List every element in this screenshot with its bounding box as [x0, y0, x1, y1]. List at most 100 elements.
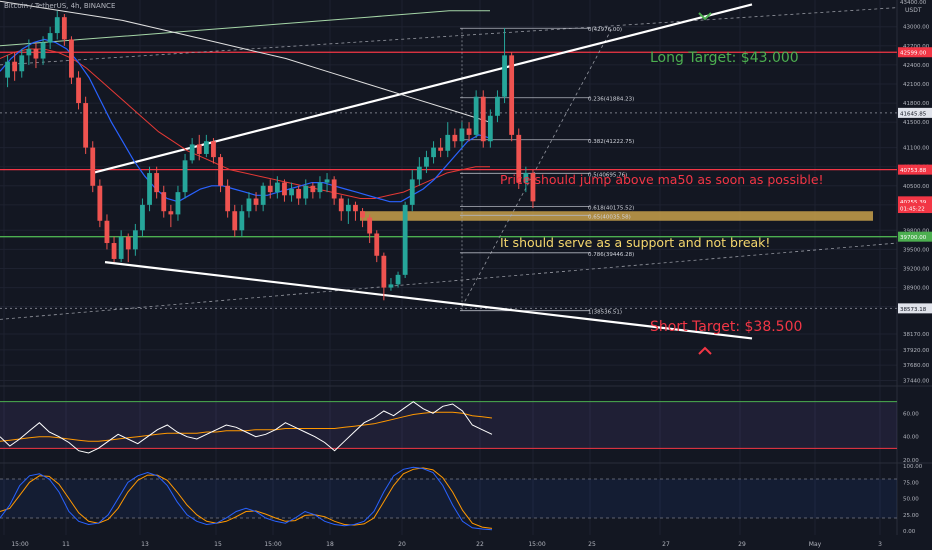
y-tick-label: 41800.00 [903, 101, 930, 107]
stoch-tick-label: 100.00 [903, 464, 923, 470]
price-label: 42599.00 [900, 51, 927, 57]
x-tick-label: 11 [62, 541, 70, 548]
candle-body [445, 134, 451, 151]
candle-body [310, 185, 316, 193]
price-label-bg [898, 303, 932, 314]
candle-body [480, 96, 486, 142]
candle-body [47, 33, 53, 43]
price-label-bg [898, 107, 932, 118]
price-label-bg [898, 231, 932, 242]
candle-body [40, 42, 46, 59]
candle-body [516, 134, 522, 183]
candle-body [161, 192, 167, 212]
candle-body [182, 160, 188, 193]
candle-body [374, 233, 380, 256]
candle-body [317, 182, 323, 193]
candle-body [225, 185, 231, 212]
price-label-bg [898, 164, 932, 175]
fib-level-label: 1(38536.51) [588, 310, 622, 316]
upper-channel-line [91, 3, 753, 175]
y-tick-label: 42100.00 [903, 82, 930, 88]
stoch-k-line [0, 466, 493, 531]
support-note-annotation: It should serve as a support and not bre… [500, 235, 770, 250]
y-tick-label: 38170.00 [903, 332, 930, 338]
candle-body [69, 39, 74, 78]
candle-body [353, 204, 358, 212]
candle-body [140, 204, 145, 231]
candle-body [331, 179, 337, 199]
candle-body [260, 185, 266, 205]
candle-body [509, 55, 515, 135]
stoch-tick-label: 25.00 [903, 513, 919, 519]
x-tick-label: May [809, 541, 822, 548]
y-tick-label: 39500.00 [903, 247, 930, 253]
currency-label: USDT [905, 7, 922, 14]
x-tick-label: 15 [214, 541, 222, 548]
candle-body [274, 182, 280, 193]
candle-body [303, 185, 309, 199]
x-tick-label: 27 [662, 541, 670, 548]
price-label: 41645.85 [900, 111, 927, 117]
y-tick-label: 37920.00 [903, 348, 930, 354]
chart-ticker: Bitcoin / TetherUS, 4h, BINANCE [4, 2, 116, 10]
candle-body [147, 173, 152, 205]
ma-green-line [0, 10, 490, 47]
candle-body [19, 55, 25, 72]
candle-body [97, 185, 103, 221]
candle-body [360, 211, 365, 218]
x-tick-label: 22 [476, 541, 484, 548]
x-tick-label: 3 [878, 541, 882, 548]
candle-body [12, 61, 18, 72]
price-label: 40255.39 [900, 200, 927, 206]
candle-body [338, 198, 344, 212]
candle-body [381, 255, 387, 288]
candle-body [154, 173, 160, 193]
y-tick-label: 40500.00 [903, 184, 930, 190]
candle-body [473, 96, 479, 135]
candle-body [90, 147, 96, 186]
chevron-down-icon [698, 12, 712, 21]
price-label: 01:45:22 [900, 207, 925, 213]
candle-body [367, 217, 373, 234]
candle-body [282, 182, 287, 196]
x-tick-label: 13 [141, 541, 149, 548]
fib-level-label: 0.65(40035.58) [588, 214, 631, 220]
stoch-tick-label: 75.00 [903, 480, 919, 486]
fib-trend-dotted [461, 28, 613, 307]
y-tick-label: 42400.00 [903, 63, 930, 69]
chevron-up-icon [698, 346, 712, 355]
y-tick-label: 37680.00 [903, 363, 930, 369]
price-label-bg [898, 203, 932, 214]
candle-body [431, 147, 436, 158]
x-tick-label: 15:00 [11, 541, 28, 548]
y-tick-label: 41100.00 [903, 146, 930, 152]
stoch-tick-label: 50.00 [903, 497, 919, 503]
price-label: 40753.88 [900, 168, 927, 174]
lower-channel-line [104, 261, 753, 340]
x-tick-label: 20 [398, 541, 406, 548]
candle-body [211, 141, 216, 158]
rsi-tick-label: 60.00 [903, 411, 919, 417]
candle-body [495, 96, 500, 116]
candle-body [168, 211, 174, 215]
rsi-band [0, 401, 897, 449]
short-target-annotation: Short Target: $38.500 [650, 319, 802, 335]
y-tick-label: 43000.00 [903, 25, 930, 31]
y-tick-label: 39200.00 [903, 266, 930, 272]
fib-level-label: 0(42976.00) [588, 27, 622, 33]
candle-body [33, 48, 39, 59]
x-tick-label: 15:00 [264, 541, 281, 548]
y-tick-label: 37440.00 [903, 378, 930, 384]
candle-body [452, 134, 458, 142]
candle-body [388, 284, 394, 288]
candle-body [203, 141, 209, 154]
y-tick-label: 41500.00 [903, 120, 930, 126]
candle-body [239, 211, 245, 231]
candle-body [125, 236, 131, 250]
rsi-line [0, 401, 493, 454]
candle-body [104, 220, 110, 244]
stoch-tick-label: 0.00 [903, 529, 916, 535]
